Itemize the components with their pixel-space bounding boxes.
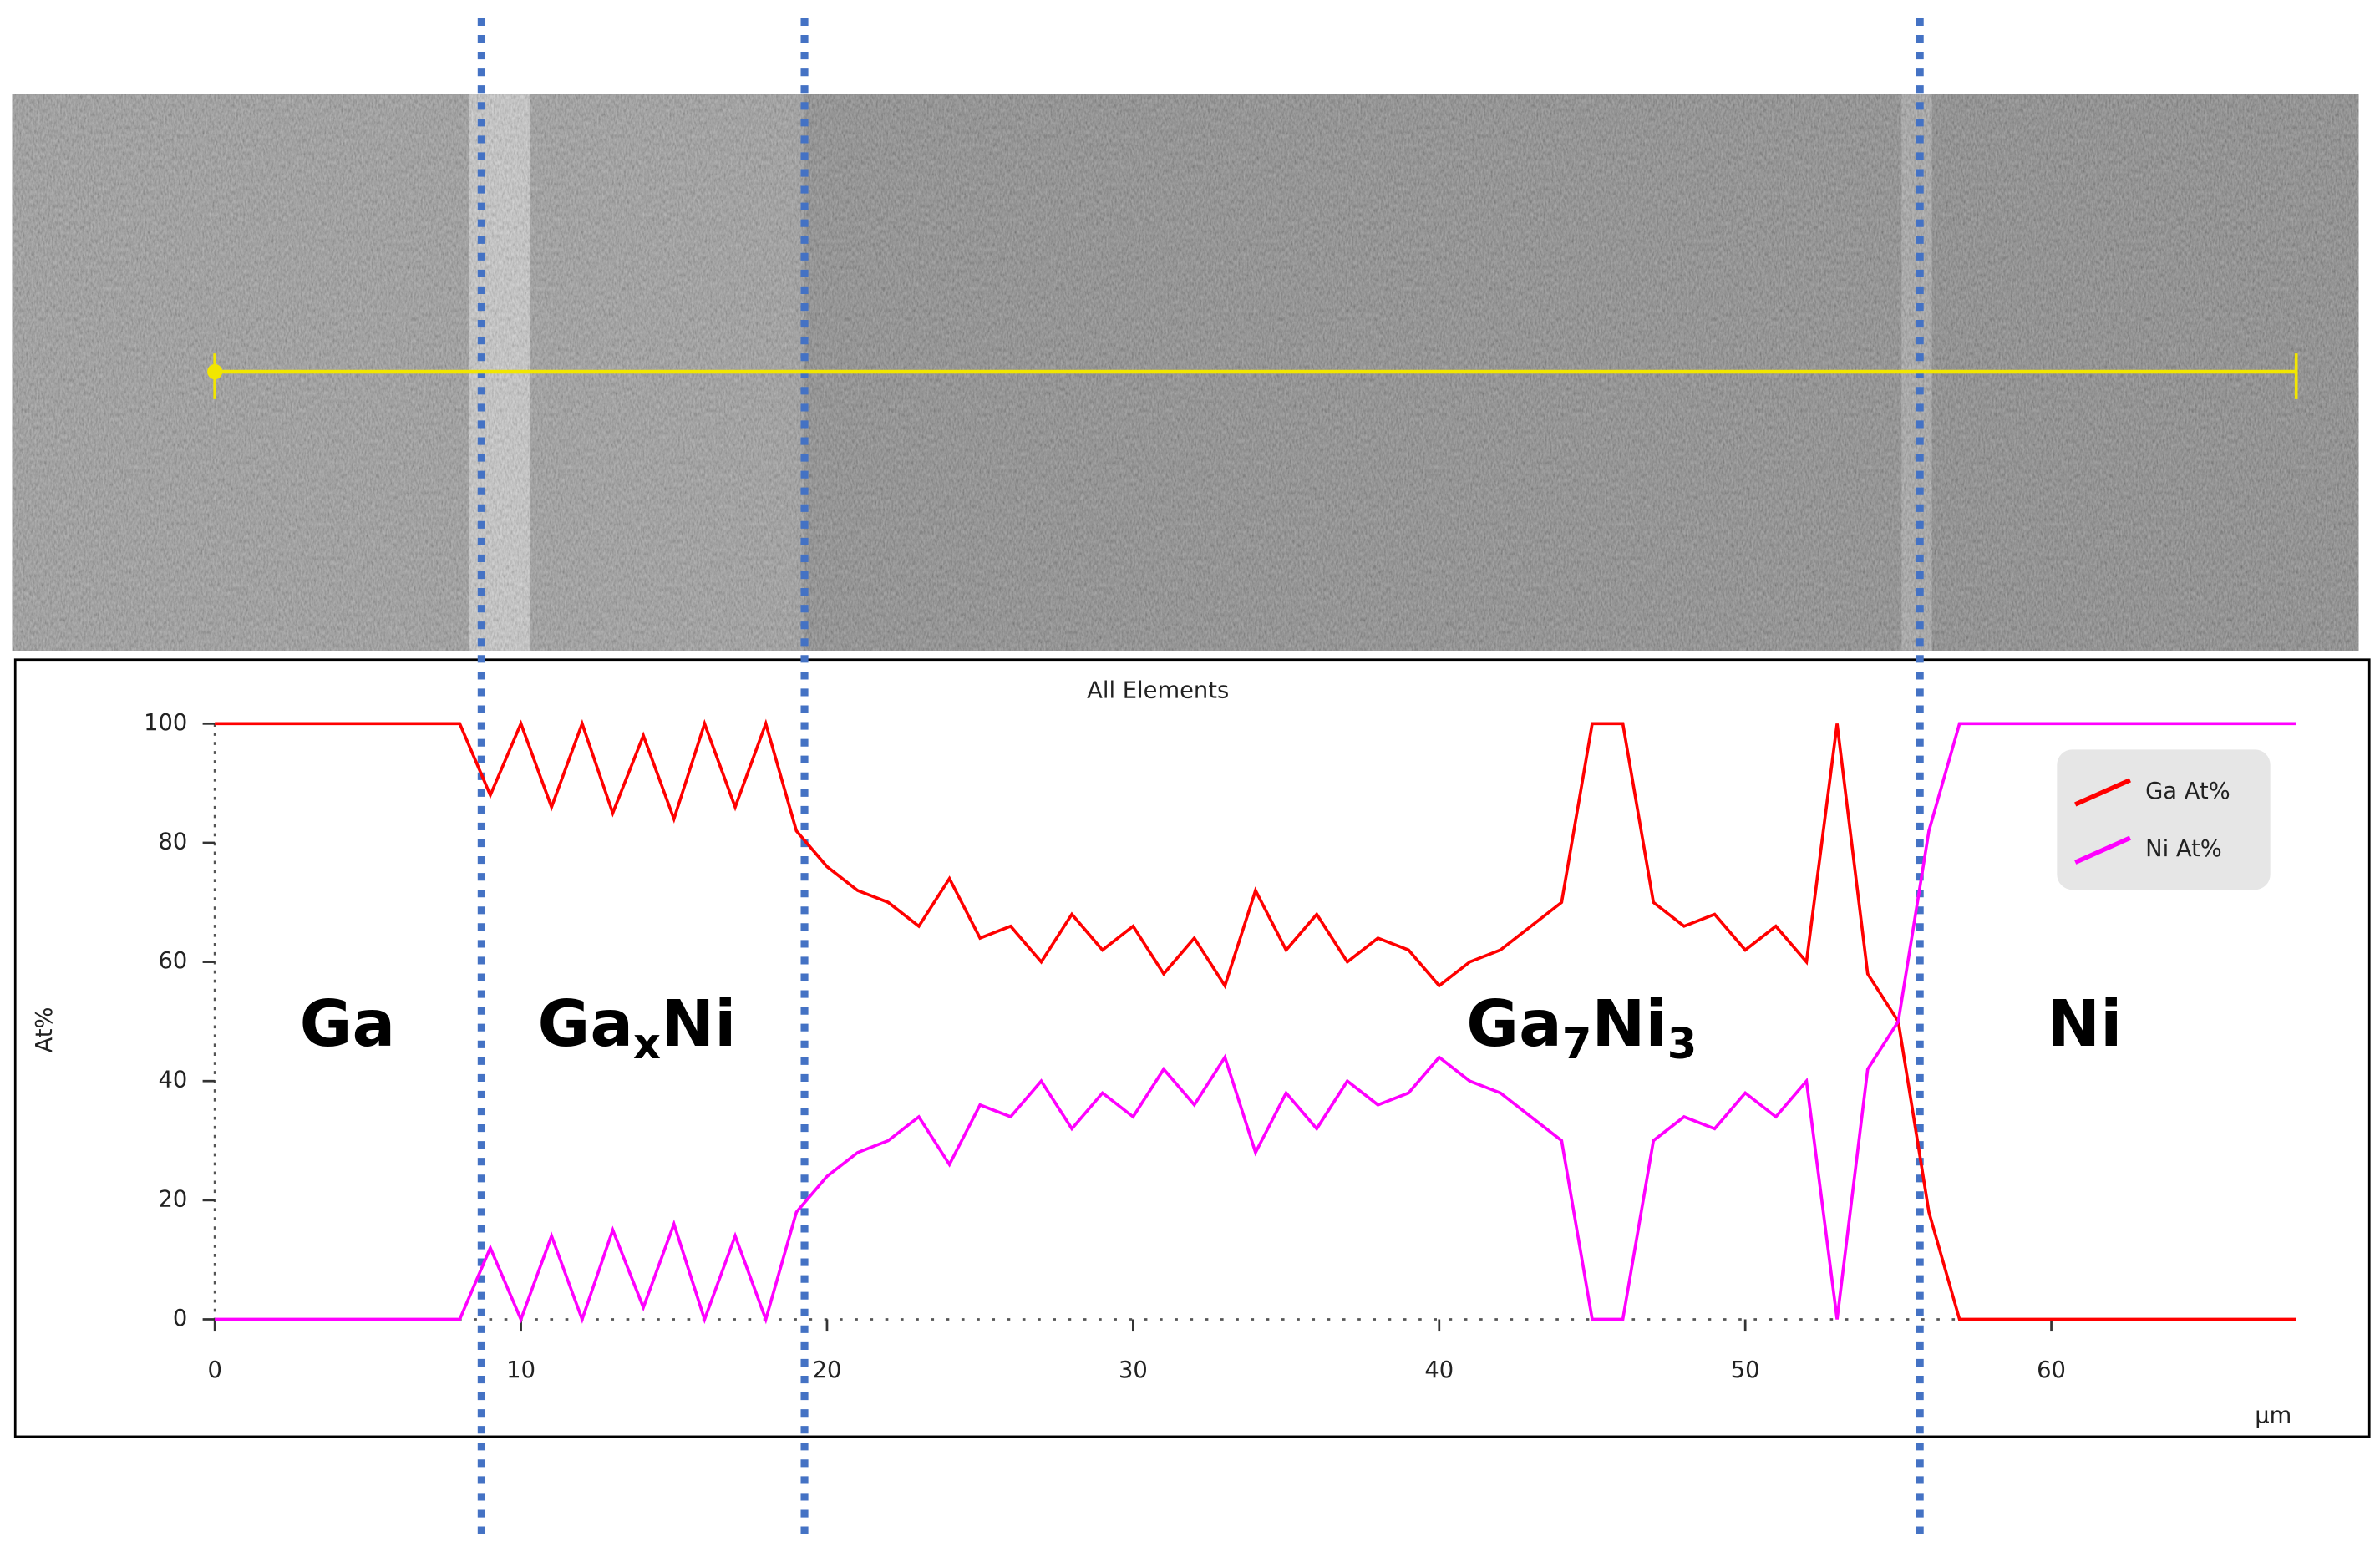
- y-tick-label: 80: [159, 829, 188, 855]
- x-tick-label: 40: [1424, 1357, 1454, 1383]
- x-tick-label: 30: [1119, 1357, 1148, 1383]
- series-line: [215, 718, 2296, 1321]
- region-label: Ni: [2047, 987, 2122, 1062]
- legend-box: [2057, 749, 2271, 890]
- y-tick-label: 0: [173, 1306, 187, 1331]
- label-part: Ga: [537, 987, 633, 1062]
- y-tick-label: 100: [144, 710, 187, 736]
- chart-frame: [13, 658, 2371, 1438]
- legend-swatch: [2074, 835, 2131, 865]
- x-tick-label: 10: [506, 1357, 535, 1383]
- legend-label: Ni At%: [2145, 836, 2222, 862]
- y-axis-label: At%: [32, 1007, 58, 1052]
- y-tick-label: 20: [159, 1186, 188, 1212]
- label-part: Ni: [2047, 987, 2122, 1062]
- region-label: GaxNi: [537, 987, 736, 1069]
- y-tick-label: 40: [159, 1068, 188, 1093]
- scan-start-dot: [207, 363, 223, 380]
- subscript: 7: [1562, 1020, 1592, 1069]
- chart-title: All Elements: [1087, 678, 1229, 704]
- x-tick-label: 60: [2037, 1357, 2066, 1383]
- region-label: Ga: [300, 987, 396, 1062]
- label-part: Ga: [1466, 987, 1562, 1062]
- legend-label: Ga At%: [2145, 778, 2230, 804]
- subscript: x: [633, 1020, 661, 1069]
- legend-swatch: [2074, 778, 2131, 807]
- label-part: Ni: [661, 987, 736, 1062]
- label-part: Ni: [1591, 987, 1667, 1062]
- x-tick-label: 50: [1731, 1357, 1760, 1383]
- x-tick-label: 20: [813, 1357, 842, 1383]
- chart: All Elements At% µm: [32, 678, 2291, 1429]
- region-label: Ga7Ni3: [1466, 987, 1697, 1069]
- x-tick-label: 0: [207, 1357, 221, 1383]
- label-part: Ga: [300, 987, 396, 1062]
- x-axis-label: µm: [2255, 1403, 2291, 1429]
- series-line: [215, 722, 2296, 1325]
- y-tick-label: 60: [159, 948, 188, 974]
- subscript: 3: [1667, 1020, 1697, 1069]
- phase-boundaries: [477, 18, 1924, 1539]
